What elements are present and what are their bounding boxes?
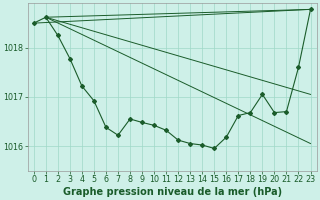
X-axis label: Graphe pression niveau de la mer (hPa): Graphe pression niveau de la mer (hPa) <box>63 187 282 197</box>
